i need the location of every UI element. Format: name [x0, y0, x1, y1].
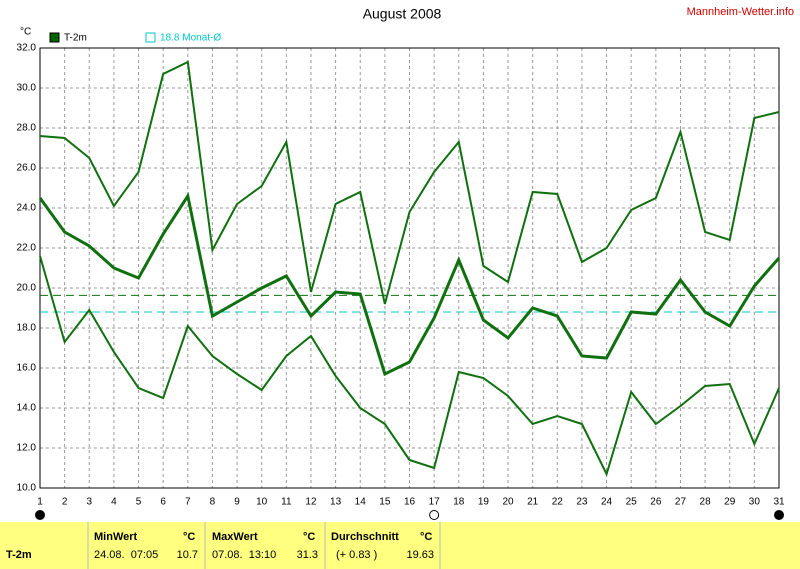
legend-label: T-2m	[64, 33, 87, 44]
table-header: MaxWert	[212, 531, 258, 543]
x-tick-label: 12	[305, 497, 317, 508]
x-tick-label: 11	[281, 497, 292, 508]
x-tick-label: 21	[527, 497, 539, 508]
table-header: °C	[303, 531, 315, 543]
x-tick-label: 8	[210, 497, 216, 508]
table-cell: 07.08. 13:10	[212, 549, 276, 561]
y-tick-label: 10.0	[17, 483, 37, 494]
x-tick-label: 5	[136, 497, 142, 508]
legend-label: 18.8 Monat-Ø	[160, 33, 221, 44]
moon-marker	[774, 510, 784, 520]
x-tick-label: 17	[429, 497, 441, 508]
table-header: Durchschnitt	[331, 531, 399, 543]
x-tick-label: 29	[724, 497, 736, 508]
x-tick-label: 22	[552, 497, 564, 508]
x-tick-label: 23	[576, 497, 588, 508]
legend-swatch	[49, 32, 60, 43]
data-line	[39, 255, 780, 477]
y-unit: °C	[20, 27, 31, 38]
x-tick-label: 4	[111, 497, 117, 508]
table-cell: T-2m	[6, 549, 32, 561]
site-label: Mannheim-Wetter.info	[687, 6, 794, 18]
table-bg	[0, 522, 800, 569]
y-tick-label: 32.0	[17, 43, 37, 54]
y-tick-label: 12.0	[17, 443, 37, 454]
y-tick-label: 16.0	[17, 363, 37, 374]
table: MinWert °C MaxWert °C Durchschnitt °C T-…	[6, 531, 434, 561]
table-header: °C	[420, 531, 432, 543]
x-tick-label: 14	[355, 497, 367, 508]
y-tick-label: 14.0	[17, 403, 37, 414]
y-tick-label: 20.0	[17, 283, 37, 294]
x-tick-label: 3	[86, 497, 92, 508]
x-tick-label: 20	[502, 497, 514, 508]
x-tick-label: 19	[478, 497, 490, 508]
x-tick-label: 31	[773, 497, 785, 508]
x-tick-label: 30	[749, 497, 761, 508]
moon-marker	[35, 510, 45, 520]
y-tick-label: 24.0	[17, 203, 37, 214]
data-line	[39, 60, 780, 305]
y-tick-label: 26.0	[17, 163, 37, 174]
x-tick-label: 28	[700, 497, 712, 508]
table-cell: 24.08. 07:05	[94, 549, 158, 561]
table-header: MinWert	[94, 531, 138, 543]
x-tick-label: 6	[160, 497, 166, 508]
y-tick-label: 18.0	[17, 323, 37, 334]
table-cell: 10.7	[177, 549, 198, 561]
moon-marker	[429, 510, 440, 520]
x-tick-label: 13	[330, 497, 342, 508]
x-tick-label: 2	[62, 497, 68, 508]
x-tick-label: 26	[650, 497, 662, 508]
x-tick-label: 10	[256, 497, 268, 508]
x-tick-label: 25	[626, 497, 638, 508]
x-tick-label: 18	[453, 497, 465, 508]
x-tick-label: 24	[601, 497, 613, 508]
table-cell: 31.3	[297, 549, 318, 561]
x-tick-label: 27	[675, 497, 687, 508]
data-line	[38, 192, 781, 377]
table-cell: (+ 0.83 )	[336, 549, 377, 561]
table-header: °C	[183, 531, 195, 543]
legend-swatch	[145, 32, 156, 43]
y-tick-label: 28.0	[17, 123, 37, 134]
y-tick-label: 30.0	[17, 83, 37, 94]
x-tick-label: 7	[185, 497, 191, 508]
y-tick-label: 22.0	[17, 243, 37, 254]
table-cell: 19.63	[406, 549, 434, 561]
x-tick-label: 15	[379, 497, 391, 508]
chart-title: August 2008	[363, 6, 442, 22]
x-tick-label: 9	[234, 497, 240, 508]
plot-frame	[39, 47, 780, 489]
x-tick-label: 16	[404, 497, 416, 508]
x-tick-label: 1	[37, 497, 43, 508]
